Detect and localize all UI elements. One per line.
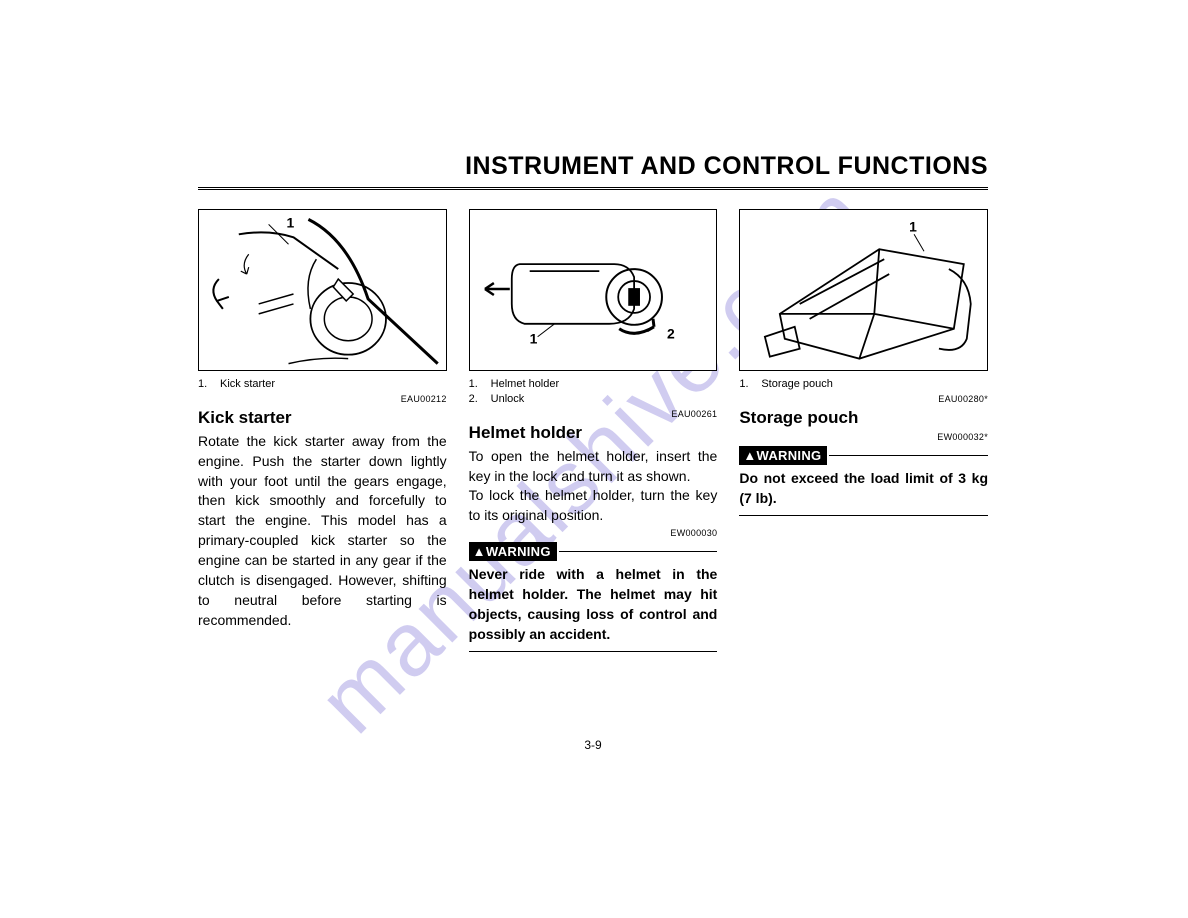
- warning-rule: [559, 551, 718, 552]
- warning-badge: ▲WARNING: [739, 446, 827, 465]
- svg-text:2: 2: [667, 326, 675, 342]
- body-helmet-holder: To open the helmet holder, insert the ke…: [469, 447, 718, 527]
- page-title: INSTRUMENT AND CONTROL FUNCTIONS: [198, 152, 988, 181]
- caption-num: 1.: [469, 377, 481, 392]
- caption-label: Unlock: [491, 392, 525, 407]
- svg-text:1: 1: [287, 214, 295, 230]
- ref-code: EAU00280*: [739, 394, 988, 404]
- figure-helmet-holder: 1 2: [469, 209, 718, 371]
- caption-label: Kick starter: [220, 377, 275, 392]
- svg-text:1: 1: [529, 331, 537, 347]
- figure-caption-right: 1. Storage pouch: [739, 377, 988, 392]
- caption-num: 1.: [739, 377, 751, 392]
- ref-code: EAU00212: [198, 394, 447, 404]
- ref-code: EAU00261: [469, 409, 718, 419]
- warning-row: ▲WARNING: [739, 446, 988, 465]
- figure-caption-left: 1. Kick starter: [198, 377, 447, 392]
- section-end-rule: [739, 515, 988, 516]
- caption-num: 2.: [469, 392, 481, 407]
- figure-kick-starter: 1: [198, 209, 447, 371]
- warning-text-pouch: Do not exceed the load limit of 3 kg (7 …: [739, 469, 988, 509]
- heading-kick-starter: Kick starter: [198, 408, 447, 428]
- column-right: 1 1. Storage pouch EAU00280* Storage pou…: [739, 209, 988, 652]
- caption-label: Storage pouch: [761, 377, 833, 392]
- figure-storage-pouch: 1: [739, 209, 988, 371]
- svg-text:1: 1: [909, 218, 917, 234]
- column-middle: 1 2 1. Helmet holder 2. Unlock EAU00261 …: [469, 209, 718, 652]
- warning-text-helmet: Never ride with a helmet in the helmet h…: [469, 565, 718, 645]
- caption-label: Helmet holder: [491, 377, 559, 392]
- caption-num: 1.: [198, 377, 210, 392]
- manual-page: INSTRUMENT AND CONTROL FUNCTIONS: [198, 152, 988, 652]
- warn-code: EW000030: [469, 528, 718, 538]
- warn-code: EW000032*: [739, 432, 988, 442]
- content-columns: 1 1. Kick starter EAU00212 Kick starter …: [198, 209, 988, 652]
- warning-badge: ▲WARNING: [469, 542, 557, 561]
- warning-row: ▲WARNING: [469, 542, 718, 561]
- figure-caption-middle: 1. Helmet holder 2. Unlock: [469, 377, 718, 407]
- heading-storage-pouch: Storage pouch: [739, 408, 988, 428]
- section-end-rule: [469, 651, 718, 652]
- body-kick-starter: Rotate the kick starter away from the en…: [198, 432, 447, 631]
- header-rule: [198, 187, 988, 191]
- column-left: 1 1. Kick starter EAU00212 Kick starter …: [198, 209, 447, 652]
- heading-helmet-holder: Helmet holder: [469, 423, 718, 443]
- page-number: 3-9: [198, 738, 988, 752]
- warning-rule: [829, 455, 988, 456]
